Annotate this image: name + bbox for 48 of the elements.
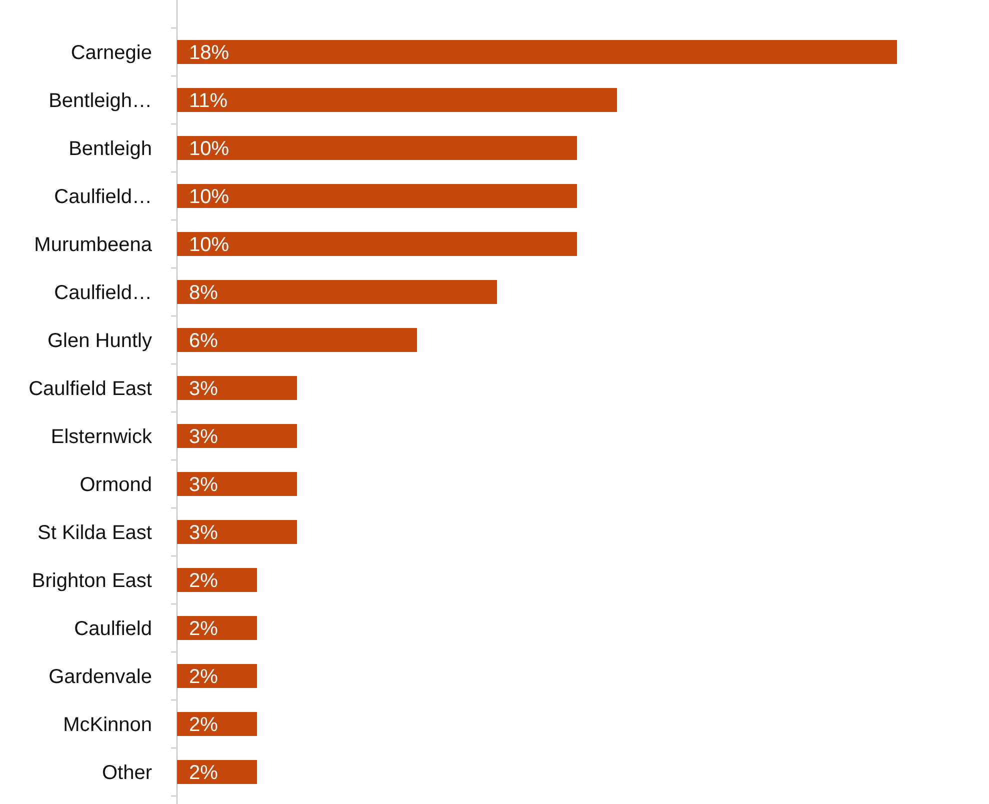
data-label: 2% [189,618,218,640]
data-label: 3% [189,426,218,448]
bar [177,616,257,640]
y-tick-label: St Kilda East [37,522,152,544]
data-label: 2% [189,762,218,784]
y-tick-label: Murumbeena [34,234,153,256]
bar [177,664,257,688]
y-tick-label: Bentleigh [68,138,152,160]
data-label: 18% [189,42,230,64]
bar [177,136,577,160]
data-label: 6% [189,330,218,352]
data-label: 10% [189,234,230,256]
y-tick-label: Elsternwick [50,426,153,448]
y-tick-label: Carnegie [70,42,152,64]
data-label: 3% [189,378,218,400]
y-tick-label: Caulfield… [54,282,152,304]
y-tick-label: Caulfield East [28,378,152,400]
data-label: 2% [189,666,218,688]
bar [177,712,257,736]
bar [177,376,297,400]
bar [177,520,297,544]
y-tick-label: Glen Huntly [48,330,152,352]
y-tick-label: Caulfield [74,618,152,640]
data-label: 10% [189,186,230,208]
data-label: 2% [189,570,218,592]
bar [177,328,417,352]
data-label: 2% [189,714,218,736]
y-tick-label: Other [102,762,152,784]
bar [177,424,297,448]
y-tick-label: McKinnon [63,714,152,736]
bar [177,232,577,256]
bar [177,568,257,592]
y-tick-label: Gardenvale [48,666,152,688]
bar [177,184,577,208]
data-label: 10% [189,138,230,160]
data-label: 3% [189,474,218,496]
data-label: 3% [189,522,218,544]
y-tick-label: Ormond [80,474,152,496]
bar [177,40,897,64]
data-label: 8% [189,282,218,304]
y-tick-label: Caulfield… [54,186,152,208]
bar [177,472,297,496]
y-tick-label: Brighton East [32,570,152,592]
y-tick-label: Bentleigh… [48,90,152,112]
bar [177,760,257,784]
data-label: 11% [189,90,228,112]
bar [177,280,497,304]
bar [177,88,617,112]
